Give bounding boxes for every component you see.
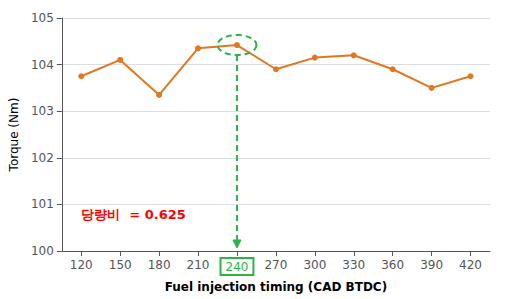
svg-text:Torque (Nm): Torque (Nm) (7, 98, 21, 173)
svg-text:100: 100 (31, 244, 54, 258)
svg-text:240: 240 (226, 260, 249, 274)
svg-text:104: 104 (31, 58, 54, 72)
svg-text:당량비 = 0.625: 당량비 = 0.625 (81, 207, 186, 222)
svg-text:180: 180 (148, 258, 171, 272)
svg-text:101: 101 (31, 197, 54, 211)
svg-text:420: 420 (459, 258, 482, 272)
svg-text:270: 270 (264, 258, 287, 272)
svg-text:330: 330 (342, 258, 365, 272)
svg-text:390: 390 (420, 258, 443, 272)
svg-text:Fuel injection timing (CAD BTD: Fuel injection timing (CAD BTDC) (165, 280, 388, 294)
svg-text:102: 102 (31, 151, 54, 165)
svg-text:120: 120 (70, 258, 93, 272)
svg-text:360: 360 (381, 258, 404, 272)
svg-text:300: 300 (303, 258, 326, 272)
svg-text:103: 103 (31, 104, 54, 118)
svg-text:150: 150 (109, 258, 132, 272)
svg-text:210: 210 (187, 258, 210, 272)
svg-text:105: 105 (31, 11, 54, 25)
